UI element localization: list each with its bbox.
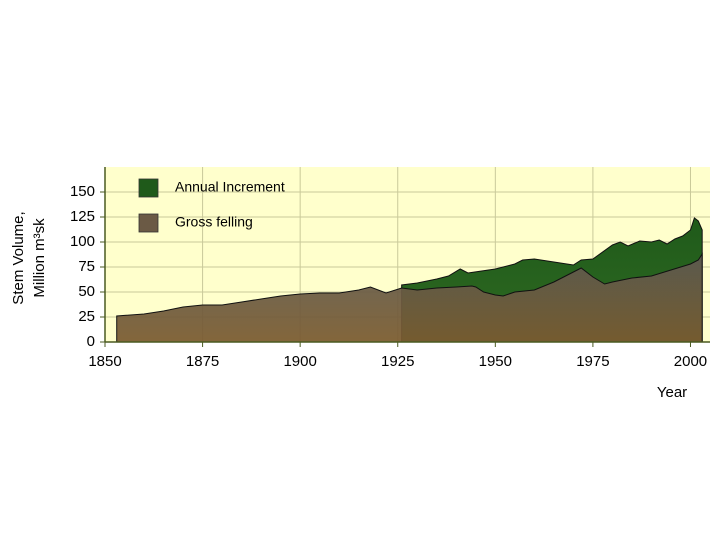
legend-label: Annual Increment	[175, 179, 285, 195]
legend-swatch	[138, 178, 159, 198]
y-tick-label: 50	[78, 283, 95, 300]
area	[116, 252, 703, 343]
legend-swatch	[138, 213, 159, 233]
x-tick-label: 1900	[283, 353, 316, 370]
y-tick-label: 100	[70, 233, 95, 250]
x-axis-label: Year	[657, 384, 687, 401]
y-tick-label: 150	[70, 183, 95, 200]
y-axis-label: Million m³sk	[31, 218, 48, 298]
x-tick-label: 1875	[186, 353, 219, 370]
y-tick-label: 125	[70, 208, 95, 225]
y-axis-label: Stem Volume,	[10, 211, 27, 304]
x-tick-label: 2000	[674, 353, 707, 370]
x-tick-label: 1925	[381, 353, 414, 370]
y-tick-label: 25	[78, 308, 95, 325]
legend-label: Gross felling	[175, 214, 253, 230]
x-tick-label: 1950	[479, 353, 512, 370]
x-tick-label: 1850	[88, 353, 121, 370]
y-tick-label: 75	[78, 258, 95, 275]
y-tick-label: 0	[87, 333, 95, 350]
x-tick-label: 1975	[576, 353, 609, 370]
